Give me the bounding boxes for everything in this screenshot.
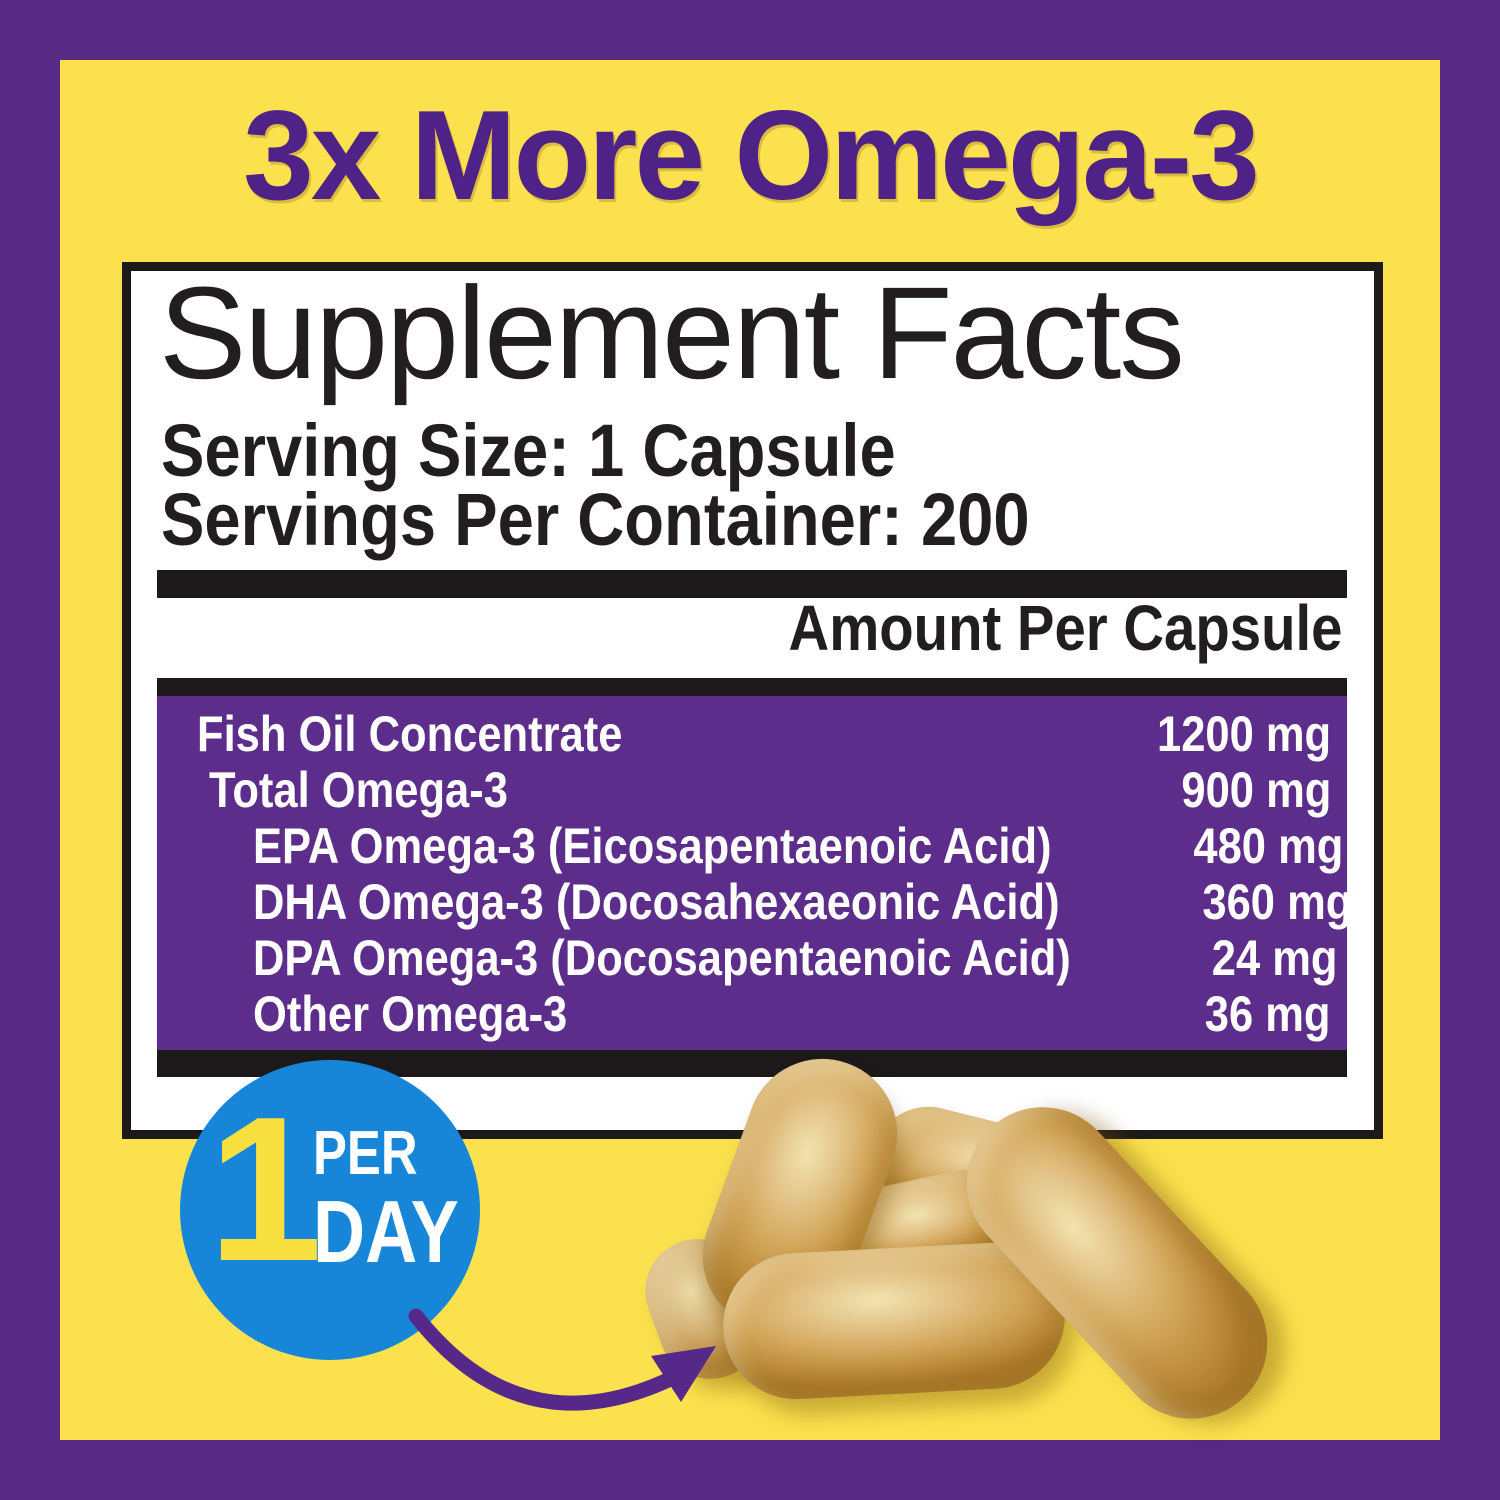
table-row: EPA Omega-3 (Eicosapentaenoic Acid) 480 m… <box>157 818 1347 874</box>
supplement-facts-panel: Supplement Facts Serving Size: 1 Capsule… <box>122 262 1383 1139</box>
divider-bar-top <box>157 570 1347 598</box>
yellow-background: 3x More Omega-3 Supplement Facts Serving… <box>60 60 1440 1451</box>
serving-size-line: Serving Size: 1 Capsule <box>161 414 996 488</box>
headline: 3x More Omega-3 <box>243 84 1260 226</box>
panel-title: Supplement Facts <box>159 259 1185 406</box>
nutrient-label: Total Omega-3 <box>209 762 508 818</box>
divider-bar-table-top <box>157 678 1347 696</box>
one-per-day-badge: 1 PER DAY <box>180 1060 480 1360</box>
table-row: Other Omega-3 36 mg <box>157 986 1347 1042</box>
amount-per-capsule-text: Amount Per Capsule <box>788 592 1342 664</box>
nutrient-amount: 900 mg <box>1181 762 1331 818</box>
table-row: Total Omega-3 900 mg <box>157 762 1347 818</box>
nutrient-amount: 1200 mg <box>1156 706 1331 762</box>
badge-per-label: PER <box>313 1119 418 1188</box>
servings-per-container-line: Servings Per Container: 200 <box>161 483 1148 557</box>
table-row: DPA Omega-3 (Docosapentaenoic Acid) 24 mg <box>157 930 1347 986</box>
amount-per-capsule-header: Amount Per Capsule <box>713 596 1342 660</box>
serving-size-text: Serving Size: 1 Capsule <box>161 409 896 492</box>
nutrient-label: DHA Omega-3 (Docosahexaeonic Acid) <box>253 874 1060 930</box>
servings-per-container-text: Servings Per Container: 200 <box>161 478 1030 561</box>
nutrient-label: Fish Oil Concentrate <box>197 706 623 762</box>
nutrient-amount: 24 mg <box>1211 930 1338 986</box>
nutrient-label: Other Omega-3 <box>253 986 568 1042</box>
nutrient-amount: 480 mg <box>1193 818 1344 874</box>
nutrient-amount: 360 mg <box>1202 874 1353 930</box>
nutrient-label: DPA Omega-3 (Docosapentaenoic Acid) <box>253 930 1071 986</box>
nutrient-amount: 36 mg <box>1205 986 1331 1042</box>
nutrient-table: Fish Oil Concentrate 1200 mg Total Omega-3… <box>157 696 1352 1050</box>
nutrient-table-stack: Fish Oil Concentrate 1200 mg Total Omega-3… <box>157 678 1352 1077</box>
table-row: DHA Omega-3 (Docosahexaeonic Acid) 360 mg <box>157 874 1352 930</box>
curved-arrow-icon <box>408 1308 716 1411</box>
nutrient-label: EPA Omega-3 (Eicosapentaenoic Acid) <box>253 818 1052 874</box>
badge-day-label: DAY <box>313 1182 459 1281</box>
table-row: Fish Oil Concentrate 1200 mg <box>157 706 1347 762</box>
badge-number: 1 <box>208 1074 323 1304</box>
